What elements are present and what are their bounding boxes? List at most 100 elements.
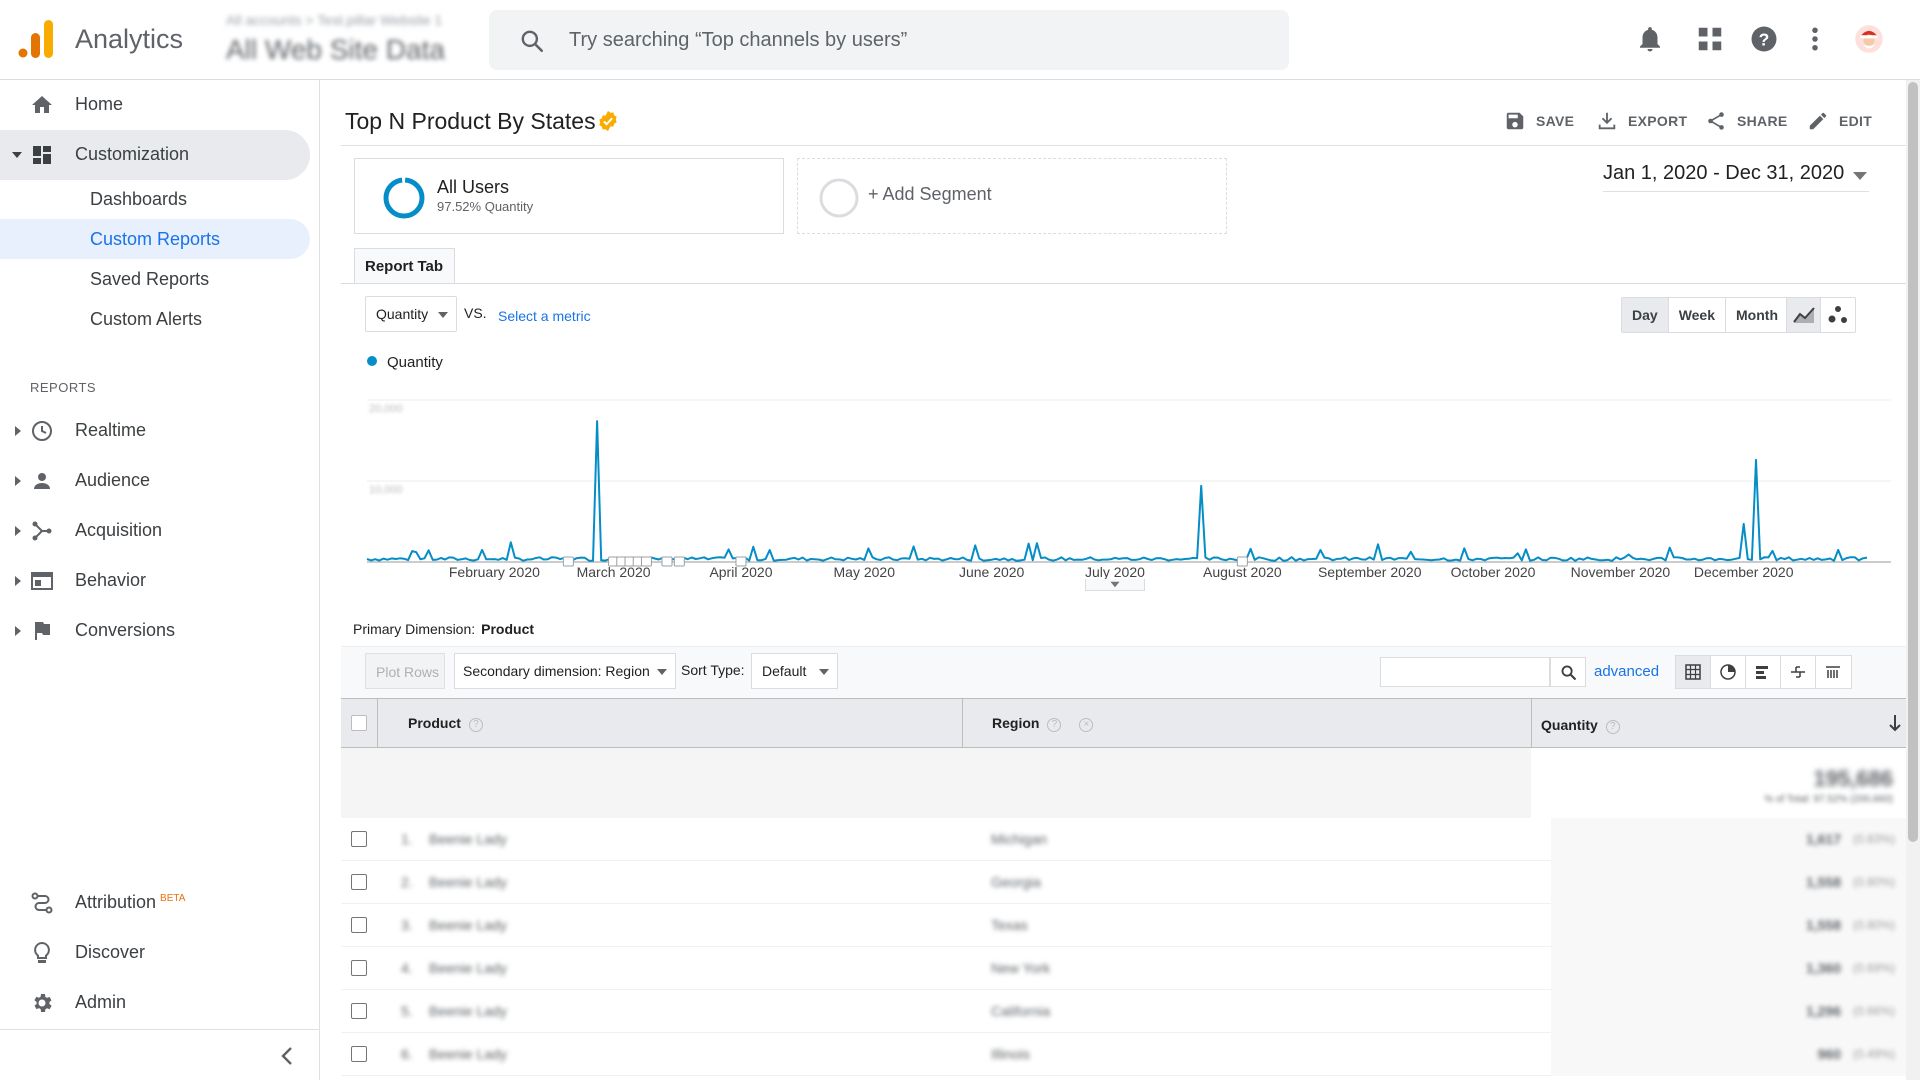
sidebar-item-label: Customization xyxy=(75,144,190,164)
add-segment-button[interactable]: + Add Segment xyxy=(797,158,1227,234)
sidebar-item-custom-alerts[interactable]: Custom Alerts xyxy=(0,299,310,339)
apps-grid-icon[interactable] xyxy=(1695,24,1725,54)
divider xyxy=(0,1029,320,1030)
region-link[interactable]: Georgia xyxy=(991,874,1041,890)
sidebar-item-dashboards[interactable]: Dashboards xyxy=(0,179,310,219)
notifications-bell-icon[interactable] xyxy=(1635,24,1665,54)
collapse-sidebar-chevron-icon[interactable] xyxy=(278,1045,296,1067)
sidebar-item-home[interactable]: Home xyxy=(0,80,310,130)
product-link[interactable]: Beenie Lady xyxy=(429,1046,507,1062)
chevron-down-icon xyxy=(1853,172,1867,180)
export-button[interactable]: EXPORT xyxy=(1596,110,1687,134)
svg-text:?: ? xyxy=(1759,29,1770,49)
date-range-picker[interactable]: Jan 1, 2020 - Dec 31, 2020 xyxy=(1603,162,1869,192)
motion-chart-button[interactable] xyxy=(1821,298,1855,332)
primary-dimension-value[interactable]: Product xyxy=(481,621,535,637)
region-link[interactable]: New York xyxy=(991,960,1051,976)
search-input[interactable] xyxy=(569,10,1269,70)
term-cloud-view-button[interactable] xyxy=(1816,656,1851,688)
sidebar-item-attribution[interactable]: Attribution BETA xyxy=(0,878,310,928)
region-link[interactable]: California xyxy=(991,1003,1051,1019)
select-all-checkbox[interactable] xyxy=(351,715,367,731)
row-checkbox[interactable] xyxy=(351,1046,367,1062)
more-vert-icon[interactable] xyxy=(1800,24,1830,54)
account-avatar-icon[interactable] xyxy=(1854,24,1884,54)
product-link[interactable]: Beenie Lady xyxy=(429,874,507,890)
page-scrollbar[interactable] xyxy=(1906,80,1920,1080)
sidebar-item-audience[interactable]: Audience xyxy=(0,456,310,506)
advanced-filter-link[interactable]: advanced xyxy=(1594,663,1660,680)
metric-select[interactable]: Quantity xyxy=(365,296,457,332)
product-link[interactable]: Beenie Lady xyxy=(429,960,507,976)
sidebar-item-conversions[interactable]: Conversions xyxy=(0,606,310,656)
share-button[interactable]: SHARE xyxy=(1705,110,1787,134)
caret-right-icon xyxy=(15,526,21,536)
month-button[interactable]: Month xyxy=(1736,307,1778,323)
sidebar-item-saved-reports[interactable]: Saved Reports xyxy=(0,259,310,299)
save-button[interactable]: SAVE xyxy=(1504,110,1576,134)
percentage-view-button[interactable] xyxy=(1711,656,1746,688)
column-header-quantity[interactable]: Quantity? xyxy=(1541,699,1620,747)
search-box[interactable] xyxy=(489,10,1289,70)
collapse-chart-icon[interactable] xyxy=(1085,579,1145,591)
sidebar-item-custom-reports[interactable]: Custom Reports xyxy=(0,219,310,259)
x-tick-label: May 2020 xyxy=(834,564,896,580)
help-icon[interactable]: ? xyxy=(1749,24,1779,54)
row-checkbox[interactable] xyxy=(351,874,367,890)
product-link[interactable]: Beenie Lady xyxy=(429,1003,507,1019)
row-checkbox[interactable] xyxy=(351,1003,367,1019)
secondary-dimension-select[interactable]: Secondary dimension: Region xyxy=(454,653,676,689)
quantity-value: 1,360 xyxy=(1805,960,1841,976)
sidebar-item-customization[interactable]: Customization xyxy=(0,130,310,180)
row-index: 5. xyxy=(401,1003,413,1019)
data-view-button[interactable] xyxy=(1676,656,1711,688)
x-tick-label: July 2020 xyxy=(1085,564,1145,580)
performance-view-button[interactable] xyxy=(1746,656,1781,688)
remove-dimension-icon[interactable]: × xyxy=(1079,718,1094,732)
sort-type-select[interactable]: Default xyxy=(751,653,838,689)
sidebar-item-behavior[interactable]: Behavior xyxy=(0,556,310,606)
line-chart[interactable]: 20,000 10,000 February 2020 March 2020 April… xyxy=(361,380,1901,590)
motion-chart-icon xyxy=(1828,306,1847,323)
row-checkbox[interactable] xyxy=(351,960,367,976)
product-link[interactable]: Beenie Lady xyxy=(429,917,507,933)
annotation-marker xyxy=(1236,556,1248,567)
sidebar-item-realtime[interactable]: Realtime xyxy=(0,406,310,456)
scrollbar-thumb[interactable] xyxy=(1908,82,1918,842)
row-index: 6. xyxy=(401,1046,413,1062)
row-checkbox[interactable] xyxy=(351,831,367,847)
column-header-product[interactable]: Product? xyxy=(408,699,483,747)
analytics-logo-icon[interactable] xyxy=(18,20,54,58)
sort-descending-arrow-icon[interactable] xyxy=(1889,714,1901,732)
select-metric-link[interactable]: Select a metric xyxy=(498,308,591,324)
row-checkbox[interactable] xyxy=(351,917,367,933)
quantity-value: 960 xyxy=(1817,1046,1841,1062)
comparison-view-button[interactable] xyxy=(1781,656,1816,688)
divider xyxy=(341,283,1907,284)
table-row: 6. Beenie Lady Illinois 960 (0.49%) xyxy=(341,1033,1920,1076)
region-link[interactable]: Michigan xyxy=(991,831,1048,847)
line-chart-button[interactable] xyxy=(1787,298,1821,332)
help-icon[interactable]: ? xyxy=(468,718,483,732)
help-icon[interactable]: ? xyxy=(1047,718,1062,732)
product-link[interactable]: Beenie Lady xyxy=(429,831,507,847)
view-selector[interactable]: All Web Site Data xyxy=(226,34,445,65)
region-link[interactable]: Texas xyxy=(991,917,1028,933)
help-icon[interactable]: ? xyxy=(1605,720,1620,734)
table-filter-input[interactable] xyxy=(1380,657,1550,687)
x-tick-label: June 2020 xyxy=(959,564,1025,580)
segment-all-users[interactable]: All Users 97.52% Quantity xyxy=(354,158,784,234)
week-button[interactable]: Week xyxy=(1669,298,1727,332)
tab-report[interactable]: Report Tab xyxy=(354,248,455,284)
sidebar-item-admin[interactable]: Admin xyxy=(0,978,310,1028)
account-path[interactable]: All accounts > Test.pillar Website 1 xyxy=(226,12,443,28)
edit-button[interactable]: EDIT xyxy=(1807,110,1877,134)
plot-rows-button[interactable]: Plot Rows xyxy=(365,653,445,689)
sidebar-item-label: Custom Reports xyxy=(90,229,221,249)
table-search-button[interactable] xyxy=(1550,657,1586,687)
sidebar-item-discover[interactable]: Discover xyxy=(0,928,310,978)
region-link[interactable]: Illinois xyxy=(991,1046,1030,1062)
column-header-region[interactable]: Region? × xyxy=(992,699,1094,747)
day-button[interactable]: Day xyxy=(1622,298,1669,332)
sidebar-item-acquisition[interactable]: Acquisition xyxy=(0,506,310,556)
